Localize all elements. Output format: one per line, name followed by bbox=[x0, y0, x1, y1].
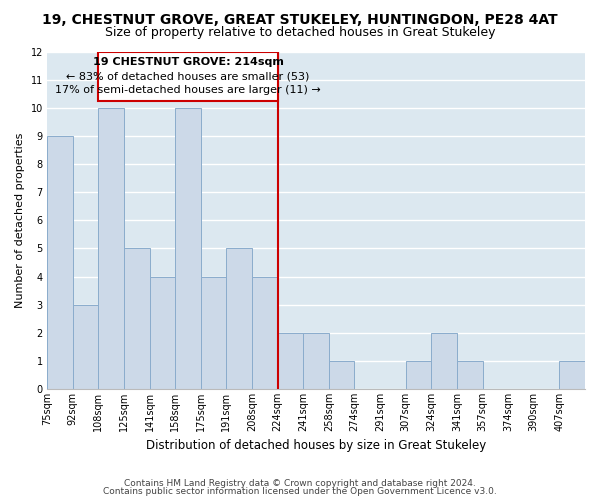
Text: Size of property relative to detached houses in Great Stukeley: Size of property relative to detached ho… bbox=[105, 26, 495, 39]
Bar bbox=[149, 276, 175, 389]
Bar bbox=[559, 361, 585, 389]
Bar bbox=[226, 248, 252, 389]
Text: 17% of semi-detached houses are larger (11) →: 17% of semi-detached houses are larger (… bbox=[55, 85, 321, 95]
Bar bbox=[329, 361, 355, 389]
Text: ← 83% of detached houses are smaller (53): ← 83% of detached houses are smaller (53… bbox=[66, 71, 310, 81]
Bar bbox=[252, 276, 278, 389]
Bar bbox=[431, 333, 457, 389]
Bar bbox=[47, 136, 73, 389]
Bar bbox=[98, 108, 124, 389]
Text: Contains HM Land Registry data © Crown copyright and database right 2024.: Contains HM Land Registry data © Crown c… bbox=[124, 478, 476, 488]
Text: 19 CHESTNUT GROVE: 214sqm: 19 CHESTNUT GROVE: 214sqm bbox=[92, 58, 283, 68]
Text: Contains public sector information licensed under the Open Government Licence v3: Contains public sector information licen… bbox=[103, 487, 497, 496]
Bar bbox=[201, 276, 226, 389]
Bar bbox=[457, 361, 482, 389]
Bar bbox=[73, 304, 98, 389]
X-axis label: Distribution of detached houses by size in Great Stukeley: Distribution of detached houses by size … bbox=[146, 440, 486, 452]
Bar bbox=[278, 333, 303, 389]
Text: 19, CHESTNUT GROVE, GREAT STUKELEY, HUNTINGDON, PE28 4AT: 19, CHESTNUT GROVE, GREAT STUKELEY, HUNT… bbox=[42, 12, 558, 26]
Bar bbox=[303, 333, 329, 389]
Bar bbox=[124, 248, 149, 389]
FancyBboxPatch shape bbox=[98, 52, 278, 100]
Bar bbox=[175, 108, 201, 389]
Bar bbox=[406, 361, 431, 389]
Y-axis label: Number of detached properties: Number of detached properties bbox=[15, 132, 25, 308]
